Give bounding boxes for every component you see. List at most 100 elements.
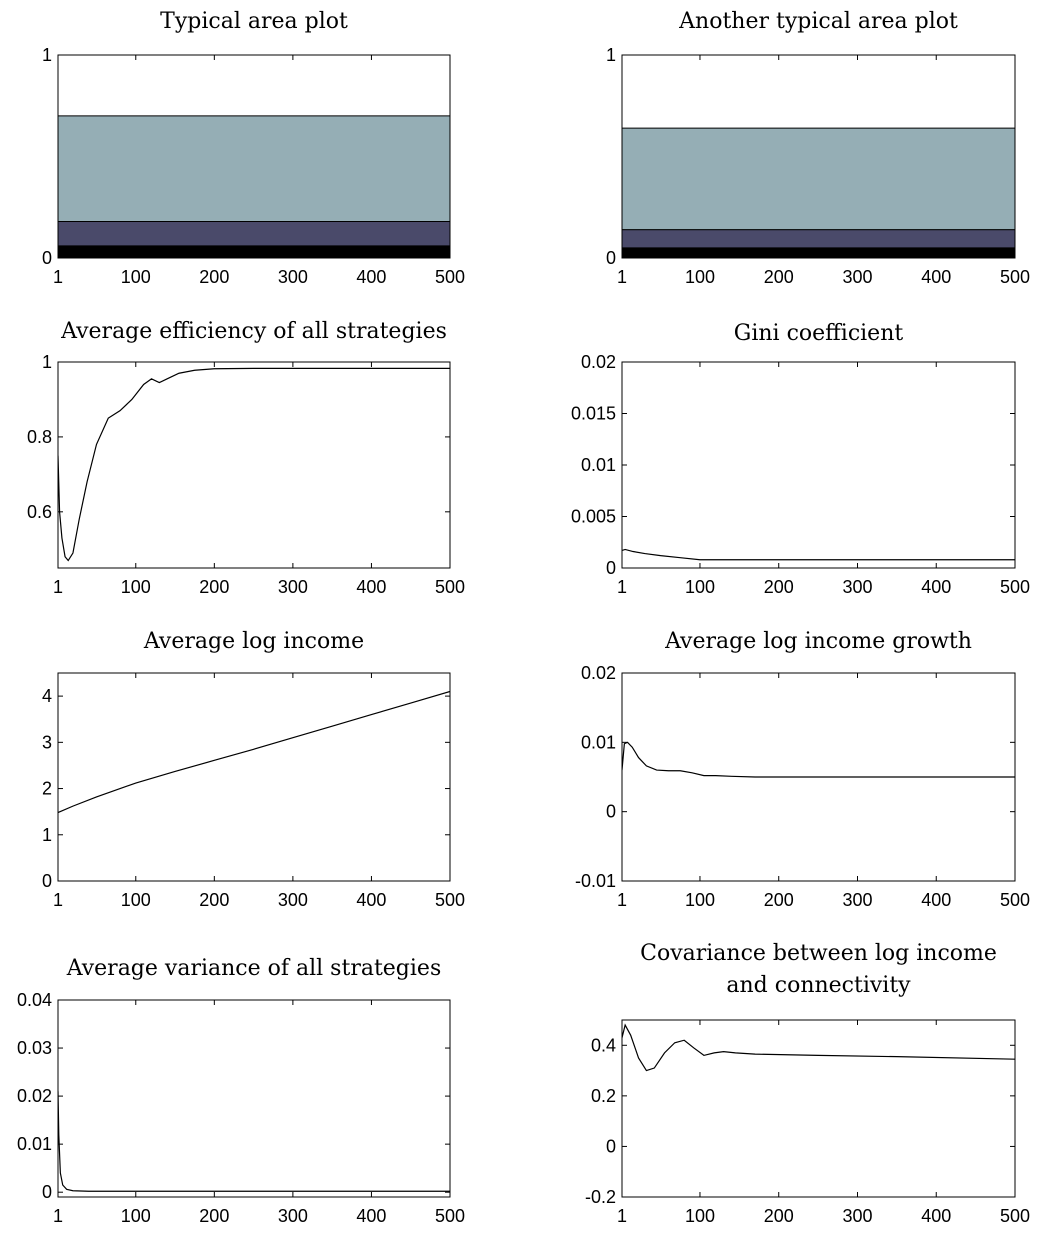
series-line [622, 548, 1015, 561]
plot-frame [621, 361, 1016, 569]
x-tick-label: 300 [842, 577, 872, 597]
x-tick-label: 100 [685, 577, 715, 597]
x-tick-label: 400 [921, 1206, 951, 1226]
x-tick-label: 1 [617, 890, 627, 910]
y-tick-label: 1 [42, 352, 52, 372]
x-tick-label: 1 [617, 577, 627, 597]
plot-frame [621, 1019, 1016, 1198]
y-tick-label: 3 [42, 732, 52, 752]
y-tick-label: 1 [606, 45, 616, 65]
chart-title: Average log income growth [664, 629, 972, 654]
x-tick-label: 300 [842, 267, 872, 287]
y-tick-label: 0.02 [581, 663, 616, 683]
x-tick-label: 100 [685, 1206, 715, 1226]
x-tick-label: 1 [53, 577, 63, 597]
area-band-1 [622, 247, 1015, 258]
x-tick-label: 400 [356, 890, 386, 910]
x-tick-label: 400 [921, 267, 951, 287]
x-tick-label: 200 [764, 267, 794, 287]
area-band-2 [58, 220, 450, 247]
chart-title: and connectivity [726, 973, 911, 998]
x-tick-label: 100 [121, 577, 151, 597]
x-tick-label: 500 [1000, 1206, 1030, 1226]
chart-title: Average efficiency of all strategies [60, 319, 447, 344]
y-tick-label: 1 [42, 825, 52, 845]
x-tick-label: 200 [764, 577, 794, 597]
series-line [58, 690, 450, 814]
x-tick-label: 300 [278, 267, 308, 287]
x-tick-label: 400 [356, 267, 386, 287]
x-tick-label: 100 [121, 1206, 151, 1226]
y-tick-label: -0.2 [585, 1187, 616, 1207]
chart-title: Average log income [143, 629, 364, 654]
x-tick-label: 200 [199, 890, 229, 910]
x-tick-label: 1 [53, 1206, 63, 1226]
chart-panel-7: Average variance of all strategies 1 100 20… [17, 956, 465, 1226]
x-tick-label: 400 [921, 577, 951, 597]
y-tick-label: 0.8 [27, 427, 52, 447]
x-tick-label: 1 [617, 1206, 627, 1226]
y-tick-label: 0.2 [591, 1086, 616, 1106]
y-tick-label: 0.01 [581, 732, 616, 752]
x-tick-label: 300 [278, 890, 308, 910]
plot-frame [57, 999, 451, 1198]
x-tick-label: 100 [685, 890, 715, 910]
plot-frame [57, 361, 451, 569]
y-tick-label: 0.02 [581, 352, 616, 372]
area-band-2 [622, 229, 1015, 249]
x-tick-label: 300 [842, 1206, 872, 1226]
x-tick-label: 200 [199, 1206, 229, 1226]
x-tick-label: 200 [764, 890, 794, 910]
x-tick-label: 200 [199, 577, 229, 597]
x-tick-label: 500 [435, 577, 465, 597]
area-band-3 [622, 127, 1015, 231]
chart-panel-8: Covariance between log income and connect… [585, 941, 1030, 1226]
x-tick-label: 1 [53, 890, 63, 910]
y-tick-label: -0.01 [575, 871, 616, 891]
x-tick-label: 500 [435, 890, 465, 910]
y-tick-label: 4 [42, 686, 52, 706]
x-tick-label: 300 [278, 1206, 308, 1226]
x-tick-label: 400 [921, 890, 951, 910]
area-band-1 [58, 245, 450, 258]
y-tick-label: 0 [606, 558, 616, 578]
chart-title: Gini coefficient [734, 321, 904, 346]
y-tick-label: 0.04 [17, 990, 52, 1010]
chart-title: Covariance between log income [640, 941, 997, 966]
x-tick-label: 300 [278, 577, 308, 597]
x-tick-label: 100 [121, 267, 151, 287]
x-tick-label: 1 [617, 267, 627, 287]
plot-frame [57, 54, 451, 259]
y-tick-label: 0 [606, 1136, 616, 1156]
x-tick-label: 100 [121, 890, 151, 910]
series-line [58, 1091, 450, 1192]
x-tick-label: 500 [435, 267, 465, 287]
y-tick-label: 0.01 [581, 455, 616, 475]
y-tick-label: 0.005 [571, 507, 616, 527]
y-tick-label: 0.03 [17, 1038, 52, 1058]
y-tick-label: 0 [606, 248, 616, 268]
x-tick-label: 500 [435, 1206, 465, 1226]
chart-panel-2: Another typical area plot 1 100 200 300 400 50… [606, 9, 1030, 287]
area-band-3 [58, 115, 450, 222]
x-tick-label: 100 [685, 267, 715, 287]
y-tick-label: 0.4 [591, 1035, 616, 1055]
y-tick-label: 0 [42, 871, 52, 891]
plot-frame [621, 54, 1016, 259]
x-tick-label: 200 [199, 267, 229, 287]
chart-panel-3: Average efficiency of all strategies 1 100… [27, 319, 465, 597]
series-line [622, 1023, 1015, 1072]
y-tick-label: 0.01 [17, 1134, 52, 1154]
x-tick-label: 1 [53, 267, 63, 287]
y-tick-label: 0.015 [571, 404, 616, 424]
chart-title: Another typical area plot [678, 9, 958, 34]
x-tick-label: 300 [842, 890, 872, 910]
chart-panel-6: Average log income growth 1 100 200 300 400 50… [575, 629, 1030, 910]
y-tick-label: 2 [42, 779, 52, 799]
series-line [58, 367, 450, 562]
y-tick-label: 0 [42, 248, 52, 268]
x-tick-label: 500 [1000, 890, 1030, 910]
